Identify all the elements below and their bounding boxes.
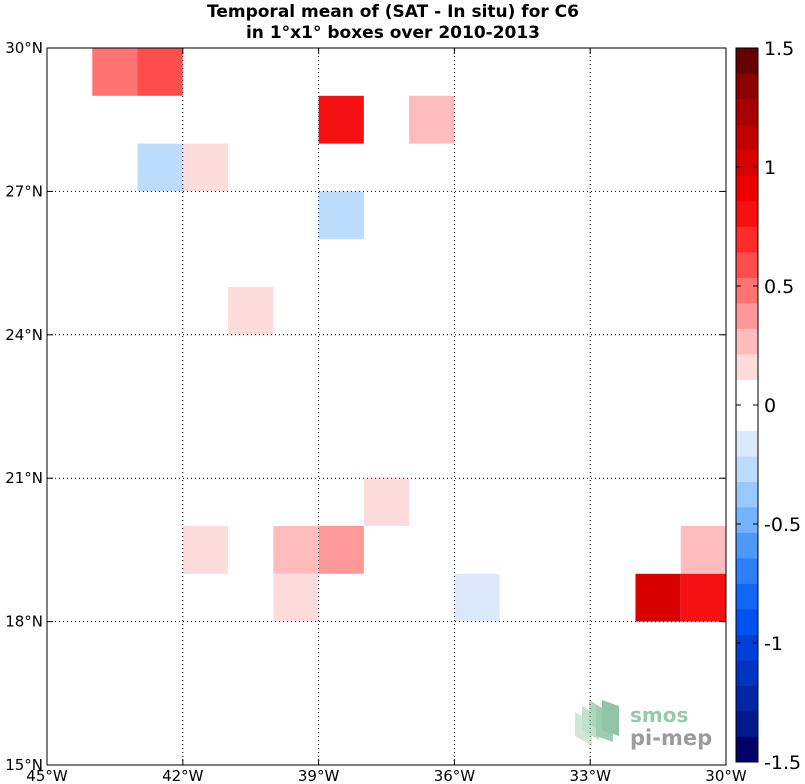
colorbar-segment: [736, 277, 758, 304]
logo-line1: smos: [630, 703, 688, 727]
x-tick-label: 42°W: [162, 767, 204, 784]
colorbar-segment: [736, 201, 758, 227]
data-cell: [680, 526, 726, 574]
colorbar-segment: [736, 660, 758, 686]
data-cell: [182, 526, 229, 574]
data-cell: [680, 573, 726, 622]
colorbar-segment: [736, 609, 758, 635]
chart-subtitle: in 1°x1° boxes over 2010-2013: [246, 23, 540, 43]
colorbar-tick-label: 1: [764, 157, 776, 179]
colorbar-segment: [736, 124, 758, 151]
colorbar-segment: [736, 379, 758, 406]
data-cell: [635, 573, 681, 622]
data-cell: [137, 48, 183, 96]
colorbar-tick-label: -0.5: [764, 514, 801, 536]
plot-frame: [46, 47, 727, 766]
colorbar-segment: [736, 175, 758, 202]
logo-line2: pi-mep: [630, 726, 712, 750]
colorbar-segment: [736, 99, 758, 125]
colorbar-segment: [736, 711, 758, 737]
colorbar-segment: [736, 303, 758, 329]
colorbar-segment: [736, 73, 758, 100]
y-tick-label: 30°N: [5, 39, 43, 57]
data-cell: [273, 526, 319, 574]
y-tick-label: 18°N: [5, 613, 43, 631]
data-cell: [454, 573, 500, 622]
colorbar-segment: [736, 583, 758, 610]
y-tick-label: 27°N: [5, 182, 43, 200]
data-cell: [228, 287, 274, 335]
y-tick-label: 24°N: [5, 326, 43, 344]
colorbar: 1.5 1 0.5 0 -0.5 -1 -1.5: [735, 38, 801, 774]
colorbar-segment: [736, 354, 758, 380]
x-tick-label: 30°W: [705, 767, 747, 784]
colorbar-segment: [736, 558, 758, 584]
data-cell: [92, 48, 138, 96]
x-tick-label: 39°W: [298, 767, 340, 784]
x-tick-label: 45°W: [26, 767, 68, 784]
colorbar-segment: [736, 48, 758, 74]
colorbar-segment: [736, 532, 758, 559]
axis-ticks: 45°W 42°W 39°W 36°W 33°W 30°W 15°N 18°N 21°N 24°N…: [5, 39, 747, 784]
colorbar-segment: [736, 736, 758, 763]
y-tick-label: 15°N: [5, 756, 43, 774]
colorbar-segment: [736, 405, 758, 431]
colorbar-tick-label: 0.5: [764, 276, 794, 298]
colorbar-segment: [736, 456, 758, 482]
colorbar-tick-label: 1.5: [764, 38, 794, 60]
smos-pi-mep-logo: smos pi-mep: [575, 700, 712, 750]
data-cell: [318, 95, 364, 144]
colorbar-segment: [736, 481, 758, 508]
colorbar-segment: [736, 685, 758, 712]
colorbar-tick-label: 0: [764, 395, 776, 417]
colorbar-segment: [736, 252, 758, 278]
colorbar-segment: [736, 150, 758, 176]
data-cell: [137, 143, 183, 192]
data-cell: [273, 573, 319, 622]
data-cell: [318, 526, 364, 574]
colorbar-segment: [736, 430, 758, 457]
data-cell: [363, 478, 410, 526]
colorbar-tick-label: -1: [764, 633, 783, 655]
y-tick-label: 21°N: [5, 469, 43, 487]
colorbar-tick-label: -1.5: [764, 752, 801, 774]
data-cell: [318, 191, 364, 240]
data-cell: [182, 143, 229, 192]
chart-title: Temporal mean of (SAT - In situ) for C6: [207, 2, 579, 22]
data-cells: [92, 48, 726, 622]
colorbar-segment: [736, 328, 758, 355]
x-tick-label: 36°W: [434, 767, 476, 784]
x-tick-label: 33°W: [569, 767, 611, 784]
data-cell: [409, 95, 455, 144]
colorbar-segment: [736, 507, 758, 533]
colorbar-segment: [736, 226, 758, 253]
colorbar-segment: [736, 634, 758, 661]
